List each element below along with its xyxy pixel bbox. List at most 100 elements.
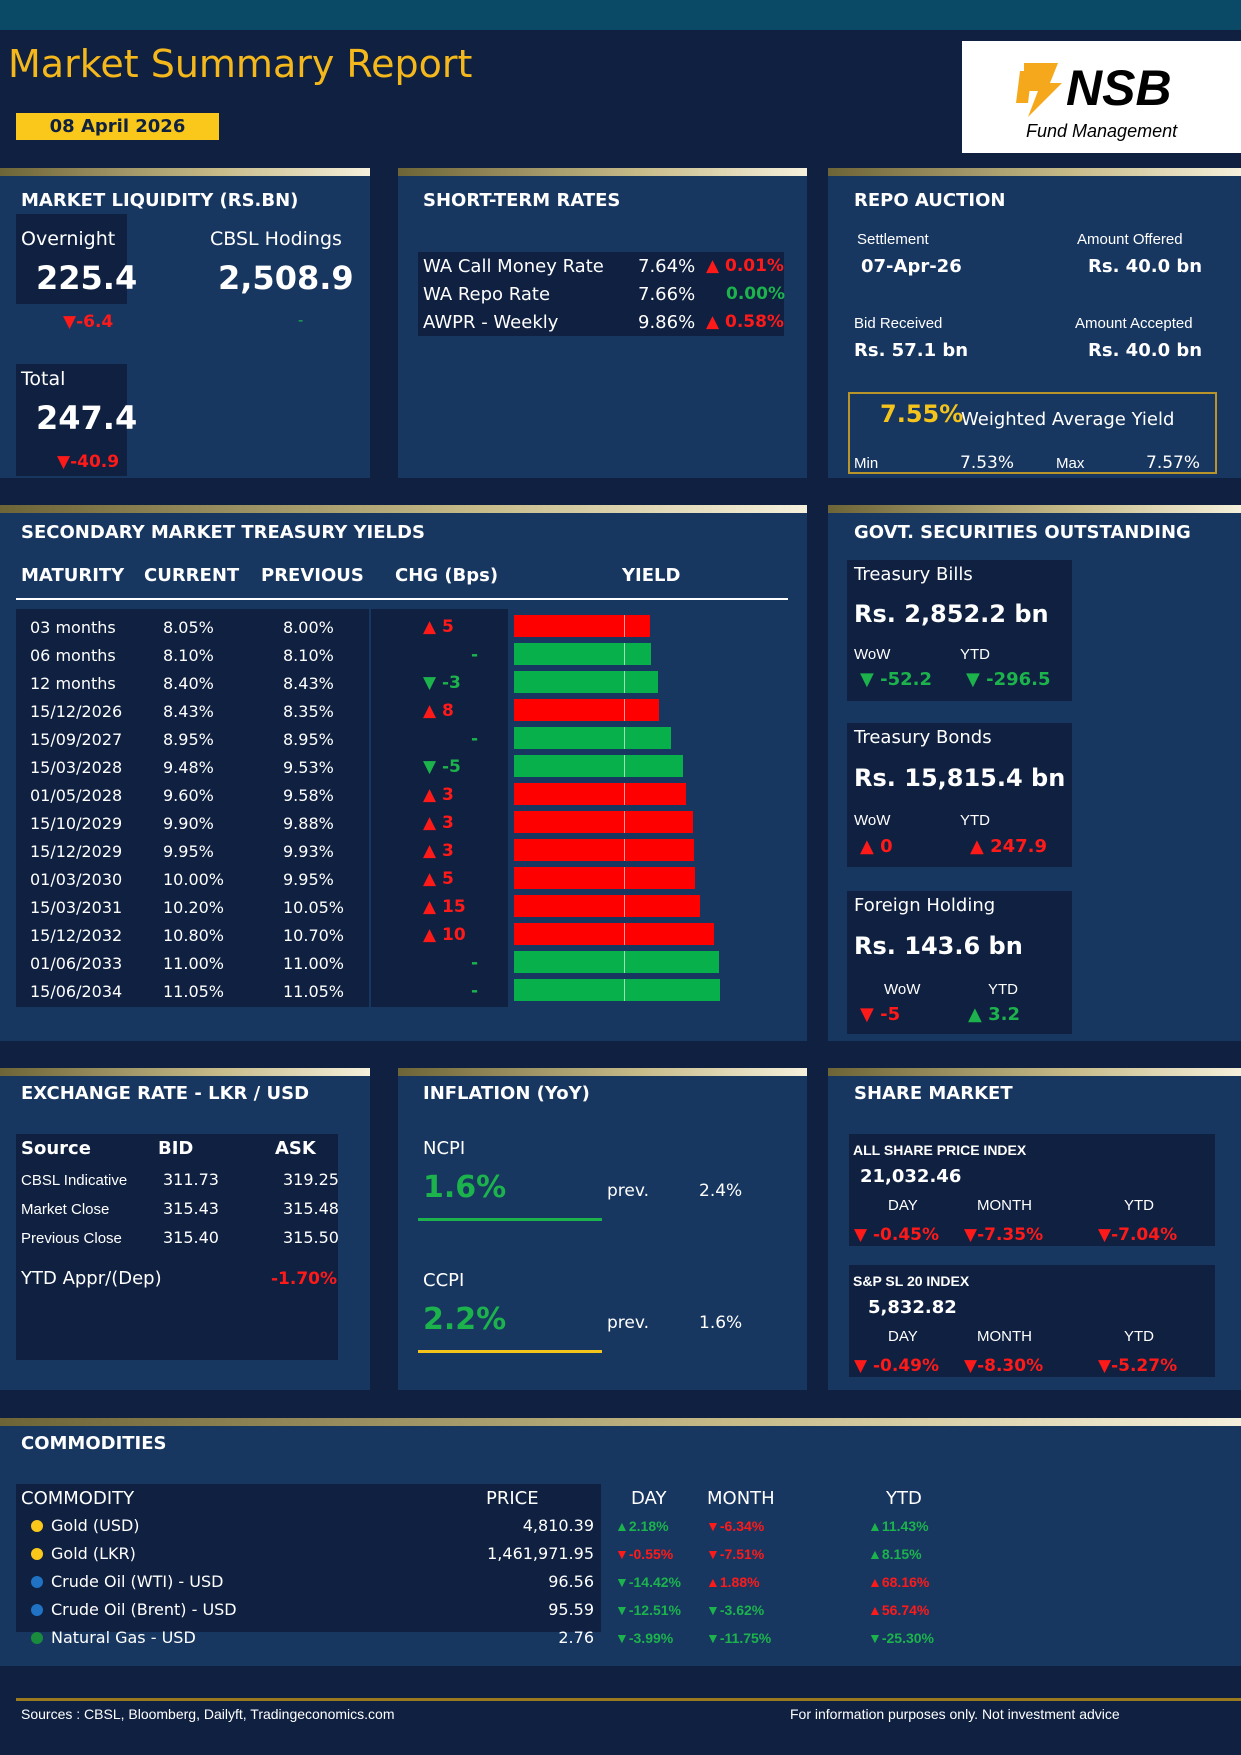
yield-previous: 8.00% (283, 618, 334, 637)
commodity-label: Gold (LKR) (51, 1544, 136, 1563)
yield-previous: 11.00% (283, 954, 345, 973)
foreign-value: Rs. 143.6 bn (854, 932, 1023, 960)
logo-subtext: Fund Management (1026, 121, 1178, 141)
yield-previous: 9.53% (283, 758, 334, 777)
comm-header-month: MONTH (707, 1488, 775, 1509)
commodity-ytd: ▲8.15% (868, 1546, 922, 1562)
govt-securities-panel: GOVT. SECURITIES OUTSTANDING Treasury Bi… (828, 505, 1241, 1041)
cbsl-label: CBSL Hodings (210, 228, 342, 250)
bonds-wow: ▲ 0 (860, 836, 893, 857)
yield-maturity: 15/03/2031 (30, 898, 123, 917)
commodity-label: Gold (USD) (51, 1516, 140, 1535)
yield-bar-gridline (624, 895, 625, 917)
commodity-ytd: ▲11.43% (868, 1518, 929, 1534)
commodity-name: Natural Gas - USD (31, 1628, 196, 1647)
commodity-month: ▲1.88% (706, 1574, 760, 1590)
commodity-price: 1,461,971.95 (487, 1544, 594, 1563)
footer-disclaimer: For information purposes only. Not inves… (790, 1706, 1120, 1722)
foreign-ytd: ▲ 3.2 (968, 1004, 1020, 1025)
yield-change: ▼ -5 (423, 757, 461, 777)
min-label: Min (854, 455, 879, 472)
commodity-ytd: ▼-25.30% (868, 1630, 935, 1646)
panel-title: SECONDARY MARKET TREASURY YIELDS (21, 522, 425, 543)
ccpi-value: 2.2% (423, 1302, 507, 1337)
comm-header-ytd: YTD (886, 1488, 922, 1509)
yield-bar-gridline (624, 979, 625, 1001)
yield-previous: 8.95% (283, 730, 334, 749)
aspi-label: ALL SHARE PRICE INDEX (853, 1142, 1027, 1158)
rate-value: 7.66% (638, 284, 696, 305)
sp-label: S&P SL 20 INDEX (853, 1273, 970, 1289)
footer-divider (16, 1698, 1241, 1701)
yield-maturity: 12 months (30, 674, 116, 693)
aspi-day: ▼ -0.45% (854, 1225, 940, 1245)
commodity-day: ▼-14.42% (615, 1574, 682, 1590)
fx-bid: 311.73 (163, 1170, 219, 1189)
aspi-month: ▼-7.35% (964, 1225, 1044, 1245)
yield-previous: 10.70% (283, 926, 345, 945)
yield-current: 8.05% (163, 618, 214, 637)
aspi-box (849, 1134, 1215, 1246)
nsb-logo-icon: NSB Fund Management (1016, 60, 1178, 141)
ncpi-value: 1.6% (423, 1170, 507, 1205)
yield-bar (514, 615, 650, 637)
sp-day: ▼ -0.49% (854, 1356, 940, 1376)
yield-bar-gridline (624, 811, 625, 833)
yield-change: ▲ 10 (423, 925, 466, 945)
fx-ytd-value: -1.70% (271, 1269, 338, 1289)
panel-title: COMMODITIES (21, 1433, 167, 1454)
comm-header-price: PRICE (486, 1488, 539, 1509)
yield-maturity: 15/09/2027 (30, 730, 123, 749)
bills-label: Treasury Bills (854, 564, 973, 585)
fx-source: Market Close (21, 1201, 110, 1218)
commodity-month: ▼-11.75% (706, 1630, 772, 1646)
sp-value: 5,832.82 (868, 1297, 957, 1318)
yield-bar (514, 895, 700, 917)
yield-maturity: 15/06/2034 (30, 982, 123, 1001)
commodity-price: 95.59 (548, 1600, 594, 1619)
yields-table-bg (16, 609, 508, 1007)
yield-current: 8.10% (163, 646, 214, 665)
yield-current: 10.20% (163, 898, 225, 917)
foreign-box (847, 891, 1072, 1034)
header-previous: PREVIOUS (261, 565, 364, 586)
footer-sources: Sources : CBSL, Bloomberg, Dailyft, Trad… (21, 1706, 395, 1722)
market-liquidity-panel: MARKET LIQUIDITY (RS.BN) Overnight 225.4… (0, 168, 370, 478)
yield-current: 10.00% (163, 870, 225, 889)
ccpi-underline (418, 1350, 602, 1353)
yield-current: 9.95% (163, 842, 214, 861)
yield-maturity: 15/12/2029 (30, 842, 123, 861)
yield-change: - (471, 981, 479, 1001)
commodities-panel: COMMODITIES COMMODITY PRICE DAY MONTH YT… (0, 1418, 1241, 1666)
cbsl-change: - (298, 312, 304, 329)
commodity-month: ▼-7.51% (706, 1546, 765, 1562)
yield-maturity: 15/03/2028 (30, 758, 123, 777)
yield-bar-gridline (624, 671, 625, 693)
commodity-label: Natural Gas - USD (51, 1628, 196, 1647)
bonds-wow-label: WoW (854, 812, 891, 829)
commodity-price: 4,810.39 (522, 1516, 594, 1535)
ncpi-prev-label: prev. (607, 1181, 650, 1201)
way-value: 7.55% (880, 400, 964, 428)
yield-previous: 8.43% (283, 674, 334, 693)
cbsl-value: 2,508.9 (218, 259, 354, 297)
bills-wow-label: WoW (854, 646, 891, 663)
exchange-rate-panel: EXCHANGE RATE - LKR / USD Source BID ASK… (0, 1068, 370, 1390)
nsb-logo: NSB Fund Management (962, 41, 1241, 153)
yield-bar-gridline (624, 839, 625, 861)
commodity-dot-icon (31, 1520, 43, 1532)
yield-previous: 10.05% (283, 898, 345, 917)
yield-previous: 8.35% (283, 702, 334, 721)
yield-bar-gridline (624, 727, 625, 749)
header-maturity: MATURITY (21, 565, 125, 586)
commodity-name: Crude Oil (Brent) - USD (31, 1600, 237, 1619)
bills-box (847, 560, 1072, 701)
foreign-wow-label: WoW (884, 981, 921, 998)
sp-ytd: ▼-5.27% (1098, 1356, 1178, 1376)
yield-bar (514, 755, 683, 777)
yield-current: 11.00% (163, 954, 225, 973)
yield-maturity: 15/12/2026 (30, 702, 123, 721)
total-value: 247.4 (36, 399, 138, 437)
sp-ytd-label: YTD (1124, 1328, 1154, 1345)
yield-bar (514, 811, 693, 833)
